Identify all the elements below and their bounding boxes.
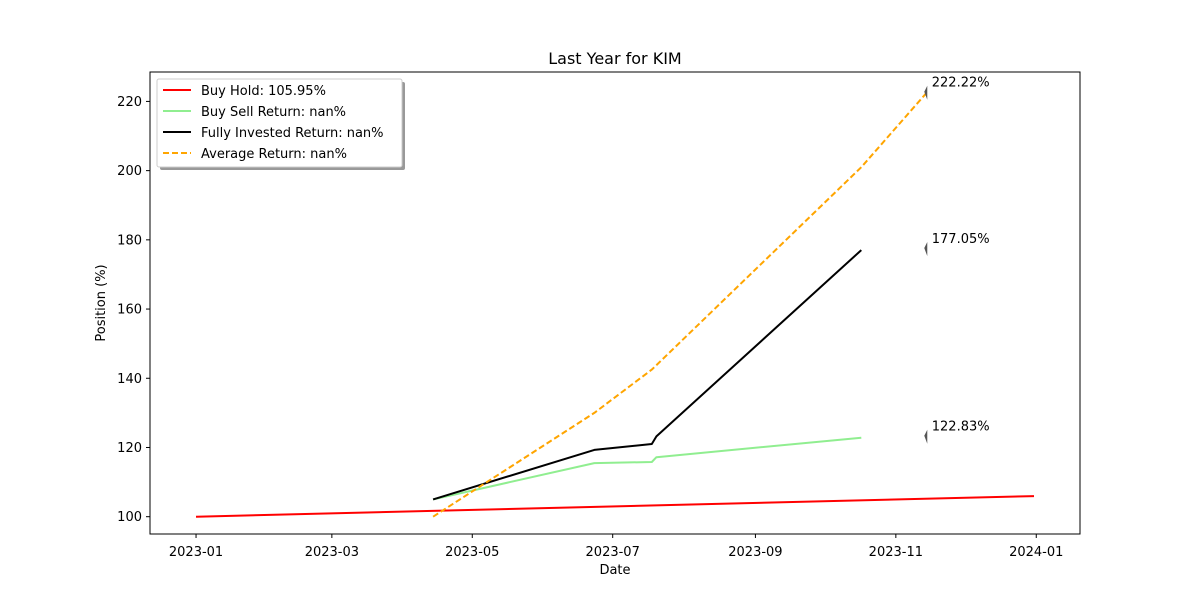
y-tick-label: 160 [117, 303, 142, 318]
series-layer [195, 93, 1035, 518]
x-tick-label: 2023-01 [169, 545, 223, 560]
y-tick-label: 120 [117, 441, 142, 456]
x-axis-title: Date [599, 563, 630, 578]
x-tick-label: 2024-01 [1009, 545, 1063, 560]
y-tick-label: 220 [117, 95, 142, 110]
y-tick-label: 100 [117, 510, 142, 525]
annotation-arrow [924, 429, 928, 444]
legend-entry: Buy Sell Return: nan% [201, 105, 346, 120]
chart-title: Last Year for KIM [548, 49, 681, 68]
legend-box [156, 78, 403, 168]
y-tick-label: 200 [117, 164, 142, 179]
x-tick-label: 2023-11 [869, 545, 923, 560]
legend: Buy Hold: 105.95% Buy Sell Return: nan% Fu… [156, 78, 405, 170]
y-axis: 100 120 140 160 180 200 220 [117, 95, 150, 525]
x-tick-label: 2023-03 [305, 545, 359, 560]
x-axis: 2023-01 2023-03 2023-05 2023-07 2023-09 2023-… [169, 534, 1063, 560]
series-line-3 [432, 249, 862, 501]
legend-entry: Fully Invested Return: nan% [201, 126, 384, 141]
y-axis-title: Position (%) [94, 264, 109, 341]
series-line-2 [432, 436, 862, 501]
annotation-label: 222.22% [932, 76, 990, 91]
legend-entry: Buy Hold: 105.95% [201, 84, 326, 99]
series-line-1 [195, 495, 1035, 518]
legend-entry: Average Return: nan% [201, 147, 347, 162]
x-tick-label: 2023-05 [445, 545, 499, 560]
x-tick-label: 2023-07 [586, 545, 640, 560]
annotation-arrow [924, 242, 928, 257]
annotation-label: 177.05% [932, 232, 990, 247]
series-line-4 [432, 93, 927, 518]
y-tick-label: 180 [117, 233, 142, 248]
x-tick-label: 2023-09 [728, 545, 782, 560]
annotation-arrow [924, 85, 928, 100]
y-tick-label: 140 [117, 372, 142, 387]
annotation-layer: 222.22% 177.05% 122.83% [924, 76, 990, 444]
annotation-label: 122.83% [932, 420, 990, 435]
